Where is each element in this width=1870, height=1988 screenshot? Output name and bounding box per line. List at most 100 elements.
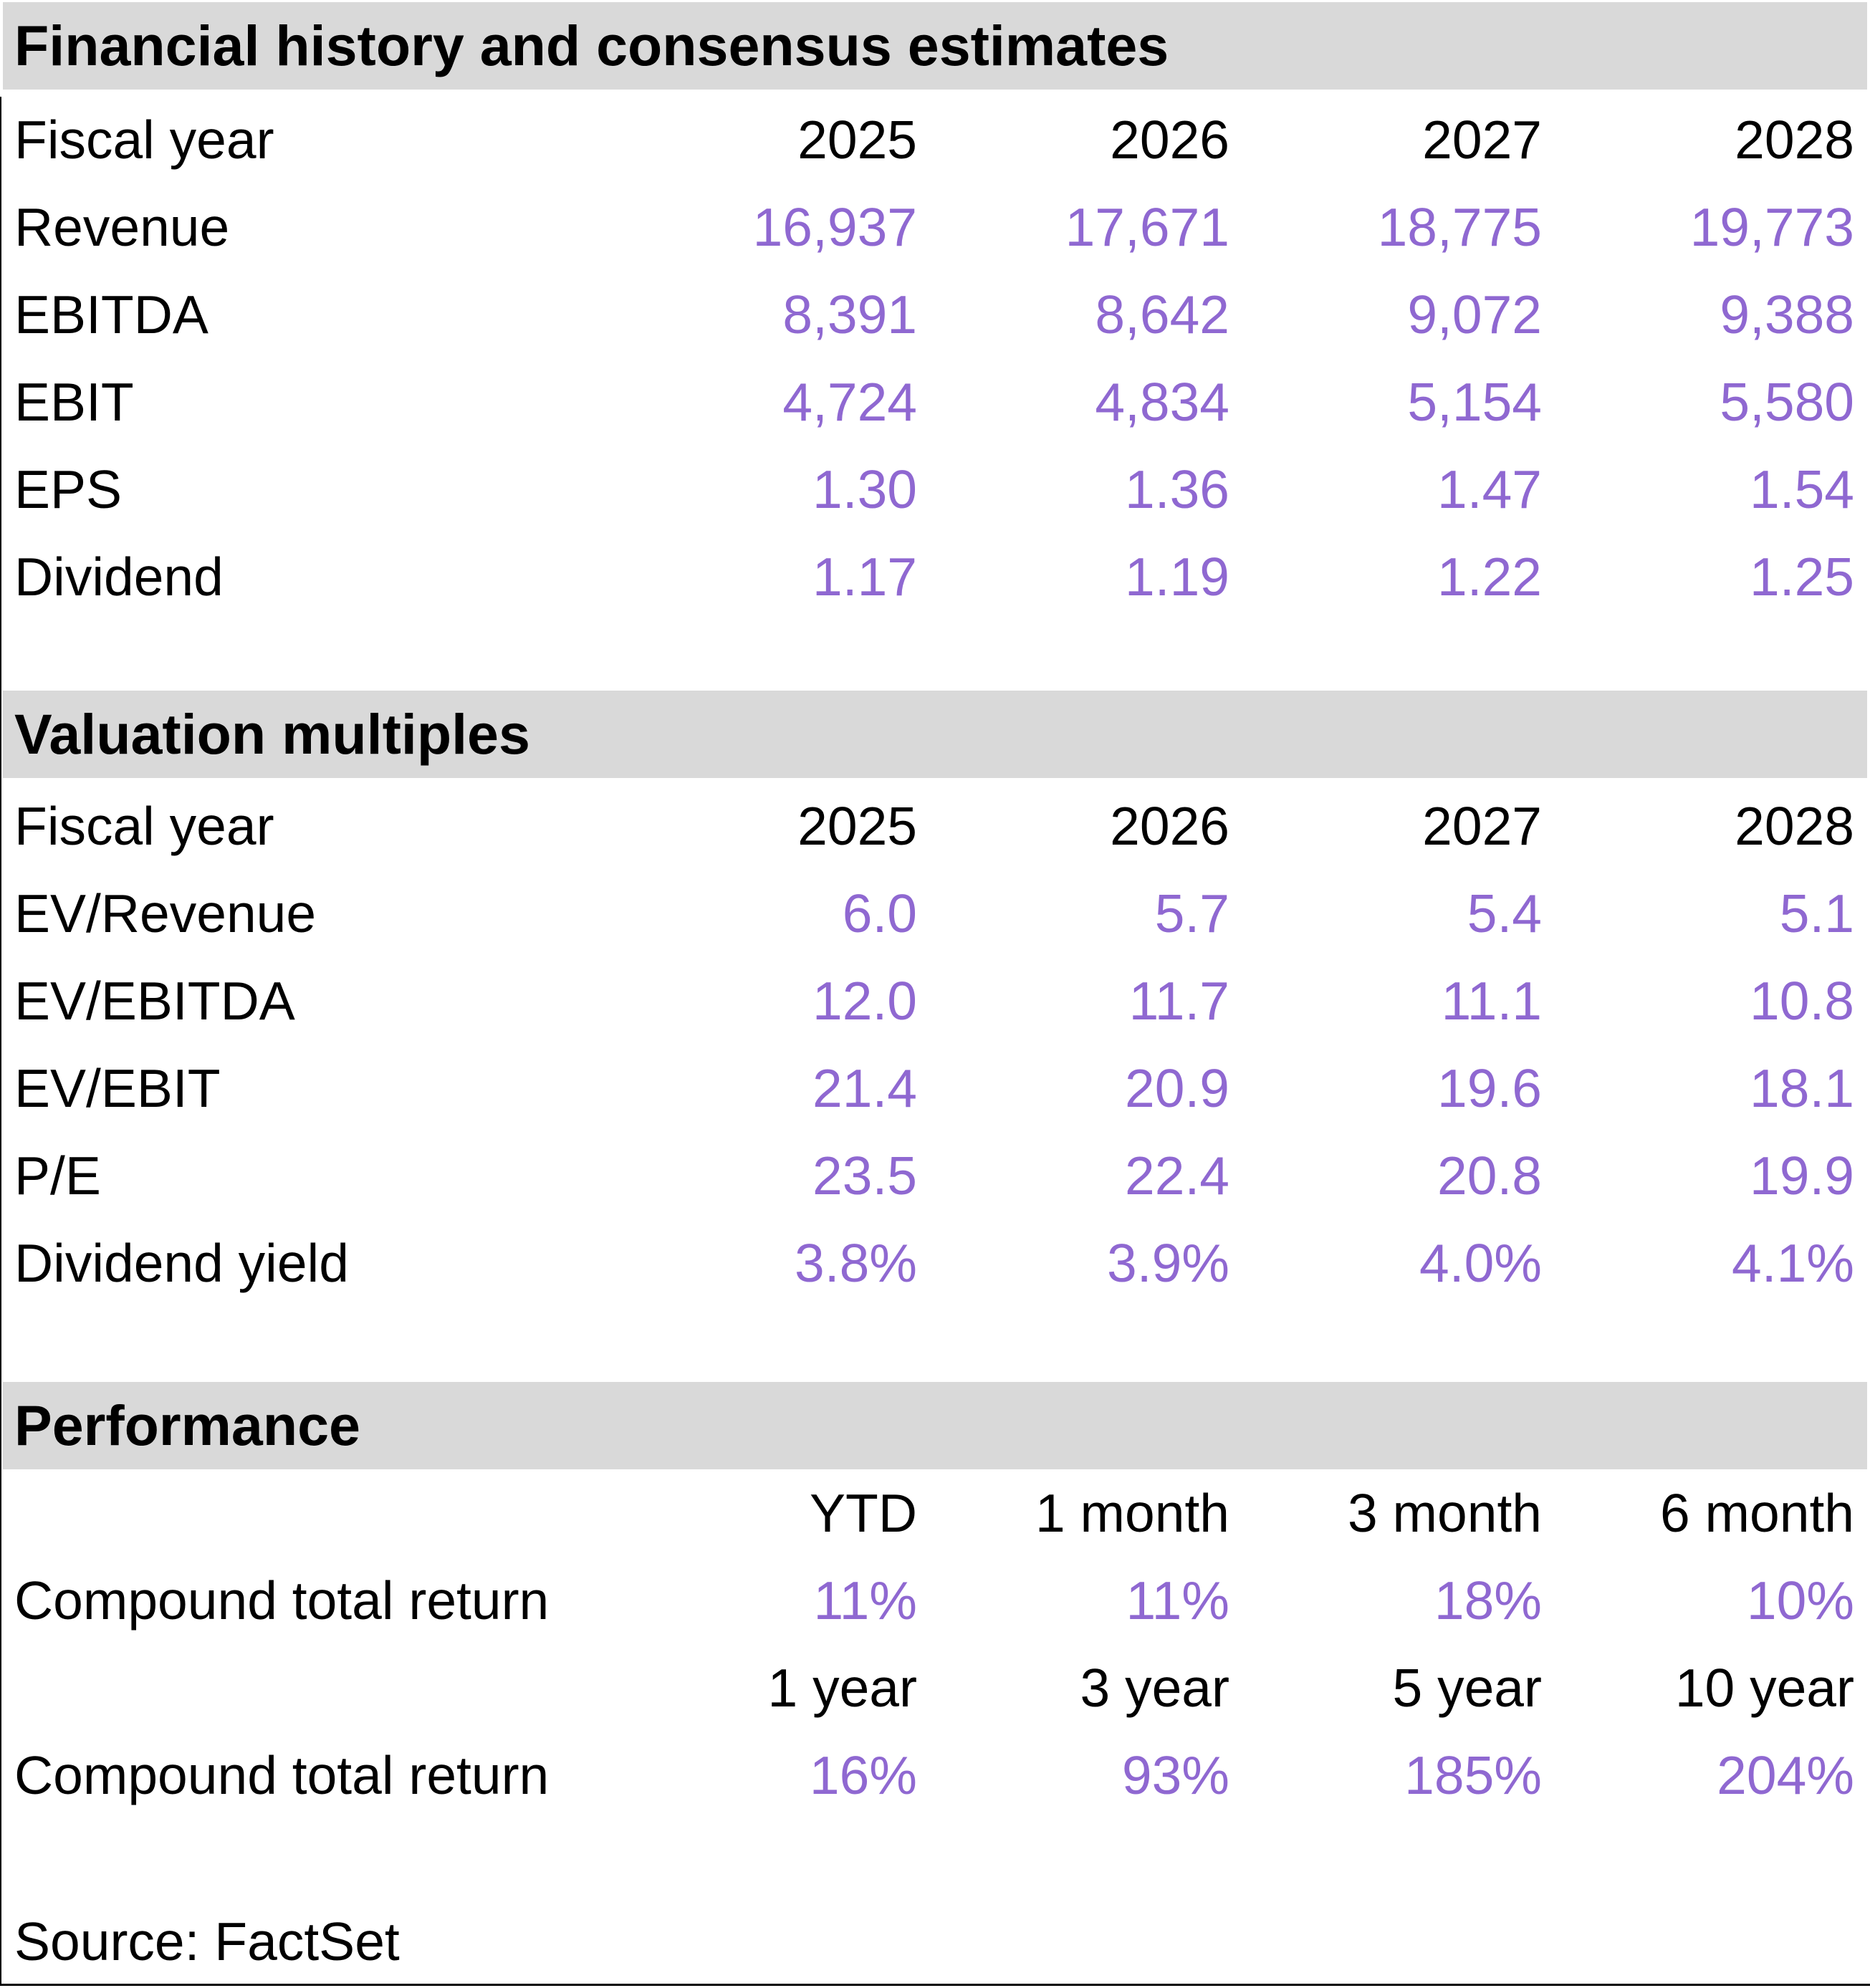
- table-row-period-header-long: 1 year 3 year 5 year 10 year: [14, 1644, 1854, 1732]
- cell-value: 5.7: [1154, 883, 1229, 943]
- cell-value: 10%: [1746, 1570, 1854, 1631]
- valuation-multiples-table: Fiscal year 2025 2026 2027 2028 EV/Reven…: [0, 778, 1870, 1307]
- table-row-revenue: Revenue 16,937 17,671 18,775 19,773: [14, 183, 1854, 271]
- cell-value: 8,642: [1095, 284, 1229, 345]
- cell-value: 11.7: [1128, 971, 1229, 1031]
- period-column-header: 5 year: [1392, 1658, 1542, 1718]
- year-column-header: 2027: [1422, 110, 1542, 170]
- cell-value: 12.0: [812, 971, 917, 1031]
- year-column-header: 2027: [1422, 796, 1542, 856]
- row-label: EBITDA: [14, 284, 208, 345]
- source-attribution: Source: FactSet: [0, 1898, 1870, 1985]
- cell-value: 1.47: [1437, 459, 1542, 519]
- table-row-compound-total-return-long: Compound total return 16% 93% 185% 204%: [14, 1732, 1854, 1819]
- year-column-header: 2028: [1735, 110, 1854, 170]
- cell-value: 19.6: [1437, 1058, 1542, 1118]
- year-column-header: 2026: [1110, 110, 1229, 170]
- cell-value: 8,391: [782, 284, 917, 345]
- table-row-fiscal-year-header: Fiscal year 2025 2026 2027 2028: [14, 96, 1854, 183]
- cell-value: 21.4: [812, 1058, 917, 1118]
- row-label: Revenue: [14, 197, 230, 257]
- performance-table: YTD 1 month 3 month 6 month Compound tot…: [0, 1469, 1870, 1819]
- cell-value: 1.36: [1125, 459, 1229, 519]
- cell-value: 185%: [1404, 1745, 1542, 1805]
- cell-value: 5.1: [1779, 883, 1854, 943]
- table-row-compound-total-return-short: Compound total return 11% 11% 18% 10%: [14, 1557, 1854, 1644]
- cell-value: 3.8%: [795, 1233, 917, 1293]
- row-label: Compound total return: [14, 1745, 550, 1805]
- period-column-header: 10 year: [1674, 1658, 1854, 1718]
- cell-value: 11.1: [1441, 971, 1542, 1031]
- table-row-dividend-yield: Dividend yield 3.8% 3.9% 4.0% 4.1%: [14, 1219, 1854, 1307]
- row-label: Compound total return: [14, 1570, 550, 1631]
- period-column-header: 6 month: [1660, 1483, 1854, 1543]
- source-label: Source: FactSet: [14, 1911, 400, 1972]
- cell-value: 18.1: [1750, 1058, 1854, 1118]
- table-row-eps: EPS 1.30 1.36 1.47 1.54: [14, 446, 1854, 533]
- year-column-header: 2028: [1735, 796, 1854, 856]
- row-label: Dividend: [14, 547, 224, 607]
- cell-value: 18,775: [1377, 197, 1542, 257]
- fiscal-year-label: Fiscal year: [14, 796, 274, 856]
- section-header-valuation-multiples: Valuation multiples: [3, 691, 1867, 778]
- cell-value: 1.25: [1750, 547, 1854, 607]
- cell-value: 20.8: [1437, 1146, 1542, 1206]
- row-label: P/E: [14, 1146, 101, 1206]
- cell-value: 93%: [1121, 1745, 1229, 1805]
- table-row-ebitda: EBITDA 8,391 8,642 9,072 9,388: [14, 271, 1854, 358]
- table-row-fiscal-year-header: Fiscal year 2025 2026 2027 2028: [14, 782, 1854, 870]
- cell-value: 22.4: [1125, 1146, 1229, 1206]
- table-row-ev-revenue: EV/Revenue 6.0 5.7 5.4 5.1: [14, 870, 1854, 957]
- table-row-dividend: Dividend 1.17 1.19 1.22 1.25: [14, 533, 1854, 620]
- table-row-ev-ebitda: EV/EBITDA 12.0 11.7 11.1 10.8: [14, 957, 1854, 1045]
- cell-value: 204%: [1717, 1745, 1854, 1805]
- row-label: EV/EBITDA: [14, 971, 295, 1031]
- cell-value: 18%: [1434, 1570, 1542, 1631]
- year-column-header: 2025: [797, 796, 917, 856]
- cell-value: 1.19: [1125, 547, 1229, 607]
- cell-value: 4,724: [782, 372, 917, 432]
- year-column-header: 2026: [1110, 796, 1229, 856]
- period-column-header: 3 year: [1080, 1658, 1229, 1718]
- period-column-header: 1 month: [1035, 1483, 1229, 1543]
- cell-value: 3.9%: [1107, 1233, 1229, 1293]
- period-column-header: YTD: [810, 1483, 917, 1543]
- section-header-financial-history: Financial history and consensus estimate…: [3, 2, 1867, 90]
- table-row-period-header-short: YTD 1 month 3 month 6 month: [14, 1469, 1854, 1557]
- cell-value: 9,388: [1720, 284, 1854, 345]
- table-row-pe: P/E 23.5 22.4 20.8 19.9: [14, 1132, 1854, 1219]
- cell-value: 5.4: [1467, 883, 1542, 943]
- cell-value: 4,834: [1095, 372, 1229, 432]
- cell-value: 4.0%: [1419, 1233, 1542, 1293]
- left-border-line: [0, 97, 1, 1985]
- financial-history-table: Fiscal year 2025 2026 2027 2028 Revenue …: [0, 90, 1870, 620]
- cell-value: 16%: [809, 1745, 917, 1805]
- section-title: Performance: [14, 1393, 360, 1457]
- cell-value: 23.5: [812, 1146, 917, 1206]
- cell-value: 1.30: [812, 459, 917, 519]
- period-column-header: 1 year: [767, 1658, 917, 1718]
- row-label: Dividend yield: [14, 1233, 349, 1293]
- table-row-ev-ebit: EV/EBIT 21.4 20.9 19.6 18.1: [14, 1045, 1854, 1132]
- cell-value: 19,773: [1689, 197, 1854, 257]
- cell-value: 19.9: [1750, 1146, 1854, 1206]
- cell-value: 5,154: [1407, 372, 1542, 432]
- row-label: EPS: [14, 459, 123, 519]
- section-title: Valuation multiples: [14, 702, 530, 766]
- row-label: EV/EBIT: [14, 1058, 221, 1118]
- bottom-border-line: [0, 1984, 1870, 1986]
- section-header-performance: Performance: [3, 1382, 1867, 1469]
- cell-value: 11%: [813, 1570, 917, 1631]
- cell-value: 5,580: [1720, 372, 1854, 432]
- cell-value: 11%: [1126, 1570, 1229, 1631]
- cell-value: 20.9: [1125, 1058, 1229, 1118]
- cell-value: 10.8: [1750, 971, 1854, 1031]
- row-label: EBIT: [14, 372, 134, 432]
- cell-value: 9,072: [1407, 284, 1542, 345]
- cell-value: 16,937: [752, 197, 917, 257]
- cell-value: 6.0: [842, 883, 917, 943]
- year-column-header: 2025: [797, 110, 917, 170]
- cell-value: 1.54: [1750, 459, 1854, 519]
- fiscal-year-label: Fiscal year: [14, 110, 274, 170]
